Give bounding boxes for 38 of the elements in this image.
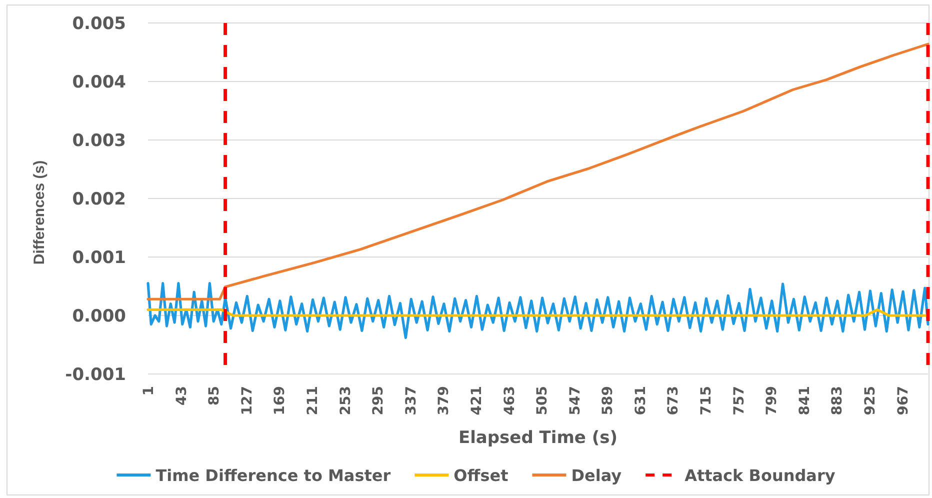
- legend-label: Attack Boundary: [684, 466, 836, 485]
- x-axis-title: Elapsed Time (s): [458, 428, 618, 448]
- y-tick-label: 0.002: [72, 190, 126, 210]
- x-tick-label: 589: [600, 386, 616, 416]
- x-tick-label: 295: [370, 386, 387, 416]
- x-tick-label: 505: [534, 386, 551, 416]
- x-tick-label: 337: [403, 386, 420, 416]
- x-tick-label: 379: [436, 386, 452, 416]
- y-tick-label: 0.000: [72, 306, 126, 327]
- y-axis-title: Differences (s): [31, 160, 48, 265]
- y-tick-label: 0.003: [72, 131, 126, 152]
- x-tick-label: 253: [338, 386, 354, 416]
- x-tick-label: 799: [764, 386, 780, 416]
- x-tick-label: 841: [796, 386, 813, 416]
- y-tick-label: 0.005: [72, 14, 126, 34]
- y-tick-label: -0.001: [65, 365, 126, 386]
- x-tick-label: 421: [468, 386, 485, 416]
- y-tick-label: 0.001: [72, 248, 126, 268]
- x-tick-label: 631: [632, 386, 649, 416]
- x-tick-label: 715: [698, 386, 715, 416]
- x-tick-label: 757: [731, 386, 748, 416]
- legend-label: Delay: [571, 466, 622, 485]
- legend-label: Offset: [454, 466, 509, 485]
- x-tick-label: 547: [567, 386, 584, 416]
- x-tick-label: 85: [206, 386, 223, 406]
- legend-label: Time Difference to Master: [156, 466, 391, 485]
- y-tick-label: 0.004: [72, 72, 126, 93]
- x-tick-label: 925: [862, 386, 878, 416]
- x-tick-label: 169: [272, 386, 288, 416]
- x-tick-label: 1: [141, 386, 158, 396]
- x-tick-label: 211: [305, 386, 322, 416]
- x-tick-label: 463: [502, 386, 518, 416]
- x-tick-label: 43: [174, 386, 190, 406]
- x-tick-label: 127: [239, 386, 256, 416]
- line-series: [146, 42, 930, 300]
- x-tick-label: 673: [666, 386, 682, 416]
- x-tick-label: 883: [830, 386, 846, 416]
- x-tick-label: 967: [895, 386, 912, 416]
